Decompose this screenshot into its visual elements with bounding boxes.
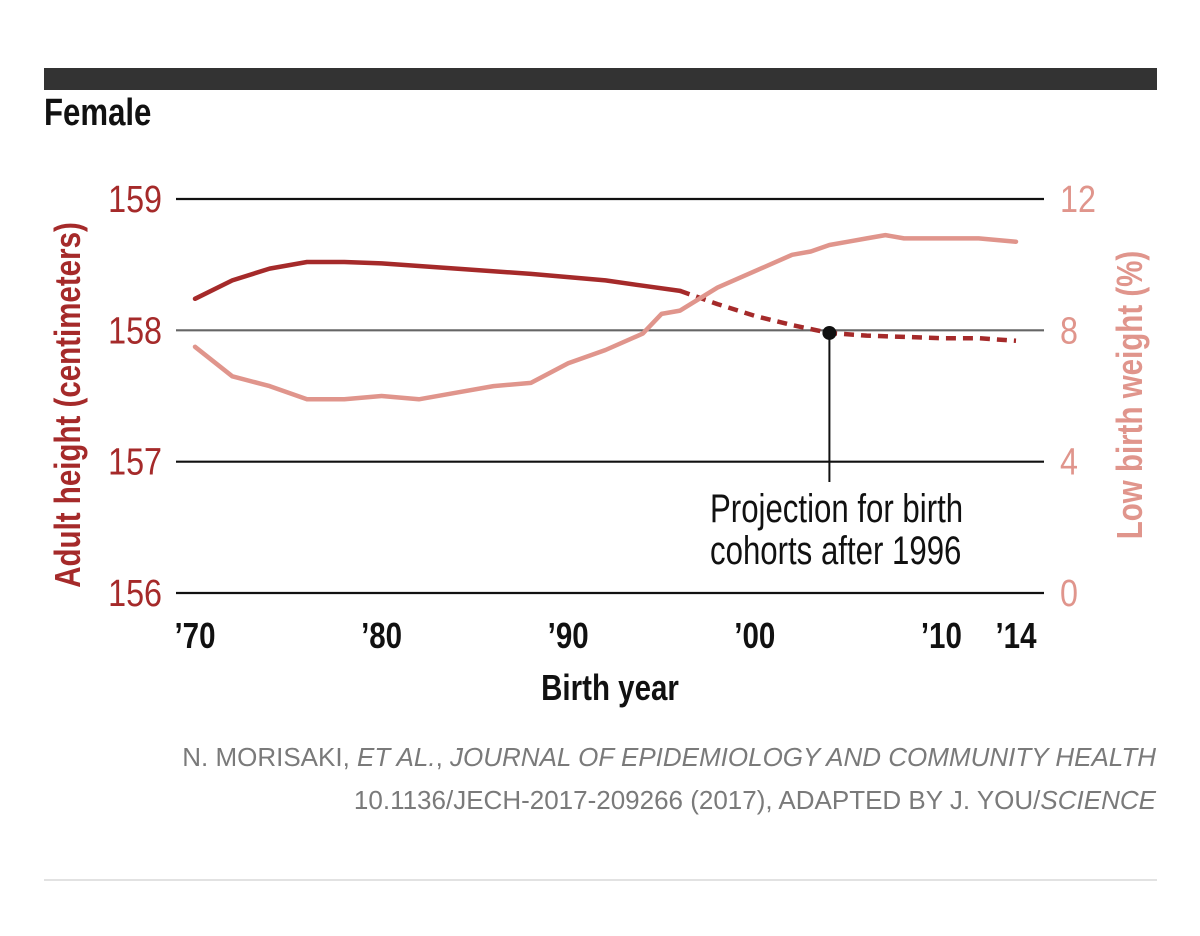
y-tick-label-right: 4 xyxy=(1060,441,1078,483)
annotation-marker xyxy=(822,325,837,340)
y-tick-label-right: 0 xyxy=(1060,573,1078,615)
series-lines xyxy=(192,232,1019,402)
x-tick-label: ’10 xyxy=(921,615,962,655)
header-rule xyxy=(44,68,1157,90)
height-line xyxy=(192,259,683,302)
x-tick-label: ’00 xyxy=(734,615,775,655)
x-axis-label: Birth year xyxy=(541,667,679,707)
footer-rule xyxy=(44,879,1157,881)
y-tick-label-left: 156 xyxy=(108,573,162,615)
y-axis-label-left: Adult height (centimeters) xyxy=(47,222,87,588)
y-tick-label-left: 159 xyxy=(108,179,162,221)
chart: 156 157 158 159 0 4 8 12 ’70 ’80 ’90 ’00 ’10 ’14 Pr… xyxy=(47,179,1149,708)
source-credit: N. MORISAKI, ET AL., JOURNAL OF EPIDEMIO… xyxy=(182,736,1156,822)
credit-line-2: 10.1136/JECH-2017-209266 (2017), ADAPTED… xyxy=(353,785,1156,815)
y-tick-label-left: 158 xyxy=(108,310,162,352)
panel-title: Female xyxy=(44,92,152,134)
x-tick-label: ’14 xyxy=(995,615,1037,655)
x-tick-label: ’90 xyxy=(548,615,589,655)
height-projection-line xyxy=(679,288,1017,344)
x-tick-label: ’80 xyxy=(361,615,402,655)
credit-line-1: N. MORISAKI, ET AL., JOURNAL OF EPIDEMIO… xyxy=(182,742,1156,772)
gridlines xyxy=(176,197,1044,595)
y-axis-label-right: Low birth weight (%) xyxy=(1109,251,1149,539)
left-tick-labels: 156 157 158 159 xyxy=(108,179,162,615)
x-tick-labels: ’70 ’80 ’90 ’00 ’10 ’14 xyxy=(174,615,1037,655)
low-birth-weight-line xyxy=(192,232,1019,402)
y-tick-label-right: 8 xyxy=(1060,310,1078,352)
annotation-text: Projection for birth xyxy=(710,486,963,531)
y-tick-label-right: 12 xyxy=(1060,179,1096,221)
right-tick-labels: 0 4 8 12 xyxy=(1060,179,1096,615)
annotation-text: cohorts after 1996 xyxy=(710,528,961,573)
y-tick-label-left: 157 xyxy=(108,441,162,483)
x-tick-label: ’70 xyxy=(174,615,215,655)
